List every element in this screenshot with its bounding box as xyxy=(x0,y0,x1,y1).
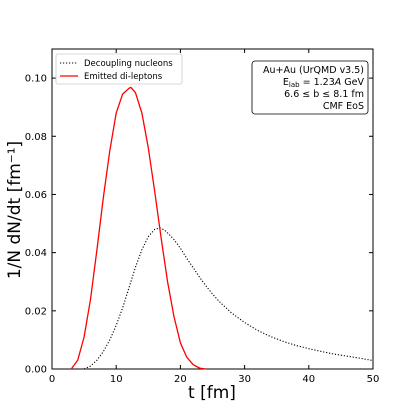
x-tick-label: 10 xyxy=(110,374,123,385)
ticks: 0 10 20 30 40 50 0.00 0.02 0.04 0.06 0.08 0.10 xyxy=(25,49,380,385)
x-tick-label: 0 xyxy=(49,374,55,385)
y-tick-label: 0.08 xyxy=(25,132,47,143)
x-axis-label: t [fm] xyxy=(188,383,236,403)
y-tick-label: 0.06 xyxy=(25,190,47,201)
y-tick-label: 0.10 xyxy=(25,74,47,85)
axes xyxy=(51,48,374,370)
info-line-impact-parameter: 6.6 ≤ b ≤ 8.1 fm xyxy=(284,89,364,100)
x-tick-label: 30 xyxy=(238,374,251,385)
legend-label-emitted-di-leptons: Emitted di-leptons xyxy=(84,72,163,82)
curves xyxy=(70,86,374,370)
info-line-eos: CMF EoS xyxy=(323,101,364,112)
y-tick-label: 0.04 xyxy=(25,248,47,259)
x-tick-label: 50 xyxy=(367,374,380,385)
info-line-system: Au+Au (UrQMD v3.5) xyxy=(263,65,364,76)
info-line-energy: Elab = 1.23A GeV xyxy=(283,77,365,89)
y-tick-label: 0.00 xyxy=(25,365,47,376)
series-line-decoupling-nucleons xyxy=(83,227,374,370)
x-tick-label: 40 xyxy=(302,374,315,385)
legend: Decoupling nucleons Emitted di-leptons xyxy=(55,53,183,85)
y-axis-label: 1/N dN/dt [fm⁻¹] xyxy=(5,141,25,279)
legend-frame xyxy=(55,53,183,85)
info-box: Au+Au (UrQMD v3.5) Elab = 1.23A GeV 6.6 … xyxy=(251,60,369,115)
x-tick-label: 20 xyxy=(174,374,187,385)
legend-label-decoupling-nucleons: Decoupling nucleons xyxy=(84,59,173,69)
y-tick-label: 0.02 xyxy=(25,306,47,317)
series-line-emitted-di-leptons xyxy=(70,86,207,370)
info-box-frame xyxy=(251,60,369,115)
plot-frame xyxy=(51,48,374,370)
